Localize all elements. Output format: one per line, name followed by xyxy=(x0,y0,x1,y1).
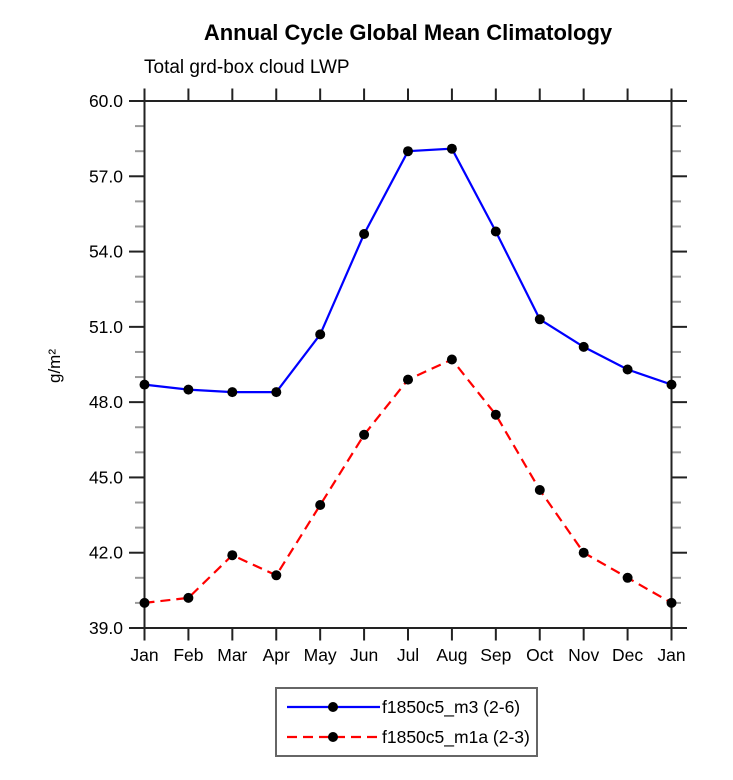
data-point-marker xyxy=(578,341,589,352)
chart-title: Annual Cycle Global Mean Climatology xyxy=(203,20,613,45)
x-tick-label: Jan xyxy=(130,645,158,665)
x-tick-label: Jun xyxy=(350,645,378,665)
data-point-marker xyxy=(490,226,501,237)
legend-line-sample-dashed xyxy=(287,732,380,742)
data-point-marker xyxy=(183,592,194,603)
data-point-marker xyxy=(227,550,238,561)
data-point-marker xyxy=(534,485,545,495)
data-point-marker xyxy=(666,379,677,390)
legend-line-sample-solid xyxy=(287,702,380,712)
x-tick-label: Jan xyxy=(657,645,685,665)
data-point-marker xyxy=(446,143,457,154)
legend: f1850c5_m3 (2-6) f1850c5_m1a (2-3) xyxy=(275,687,538,757)
data-point-marker xyxy=(666,597,677,608)
y-tick-label: 45.0 xyxy=(89,467,123,487)
x-tick-label: Dec xyxy=(612,645,643,665)
data-point-marker xyxy=(139,597,150,608)
legend-item-series-0: f1850c5_m3 (2-6) xyxy=(285,692,536,722)
data-point-marker xyxy=(271,570,282,581)
legend-item-series-1: f1850c5_m1a (2-3) xyxy=(285,722,536,752)
series-line-0 xyxy=(144,147,672,394)
legend-label: f1850c5_m3 (2-6) xyxy=(382,696,521,717)
data-point-marker xyxy=(534,314,545,325)
data-point-marker xyxy=(359,429,370,440)
data-point-marker xyxy=(183,384,194,395)
x-tick-label: Feb xyxy=(173,645,203,665)
data-point-marker xyxy=(315,500,326,510)
y-tick-label: 57.0 xyxy=(89,166,123,186)
y-tick-label: 39.0 xyxy=(89,618,123,638)
y-tick-label: 42.0 xyxy=(89,543,123,563)
data-point-marker xyxy=(359,229,370,239)
x-tick-label: Apr xyxy=(263,645,290,665)
data-point-marker xyxy=(622,572,633,583)
data-point-marker xyxy=(139,379,150,390)
x-tick-label: May xyxy=(304,645,337,665)
x-tick-label: Nov xyxy=(568,645,599,665)
y-tick-label: 48.0 xyxy=(89,392,123,412)
legend-sample-marker xyxy=(328,702,338,712)
y-tick-label: 51.0 xyxy=(89,317,123,337)
data-point-marker xyxy=(446,354,457,365)
x-tick-label: Jul xyxy=(397,645,419,665)
x-tick-label: Sep xyxy=(480,645,511,665)
series-line-1 xyxy=(144,358,673,604)
data-point-marker xyxy=(403,374,413,385)
legend-sample-marker xyxy=(328,732,338,742)
x-tick-label: Mar xyxy=(217,645,247,665)
y-tick-label: 60.0 xyxy=(89,91,123,111)
data-point-marker xyxy=(271,387,282,398)
legend-label: f1850c5_m1a (2-3) xyxy=(382,726,530,747)
y-tick-label: 54.0 xyxy=(89,242,123,262)
data-point-marker xyxy=(578,547,589,558)
chart-subtitle: Total grd-box cloud LWP xyxy=(144,57,350,78)
x-tick-label: Aug xyxy=(436,645,467,665)
data-point-marker xyxy=(622,364,633,375)
data-point-marker xyxy=(490,409,501,420)
data-point-marker xyxy=(403,146,413,157)
data-point-marker xyxy=(227,387,238,398)
data-point-marker xyxy=(315,329,326,340)
x-tick-label: Oct xyxy=(526,645,553,665)
